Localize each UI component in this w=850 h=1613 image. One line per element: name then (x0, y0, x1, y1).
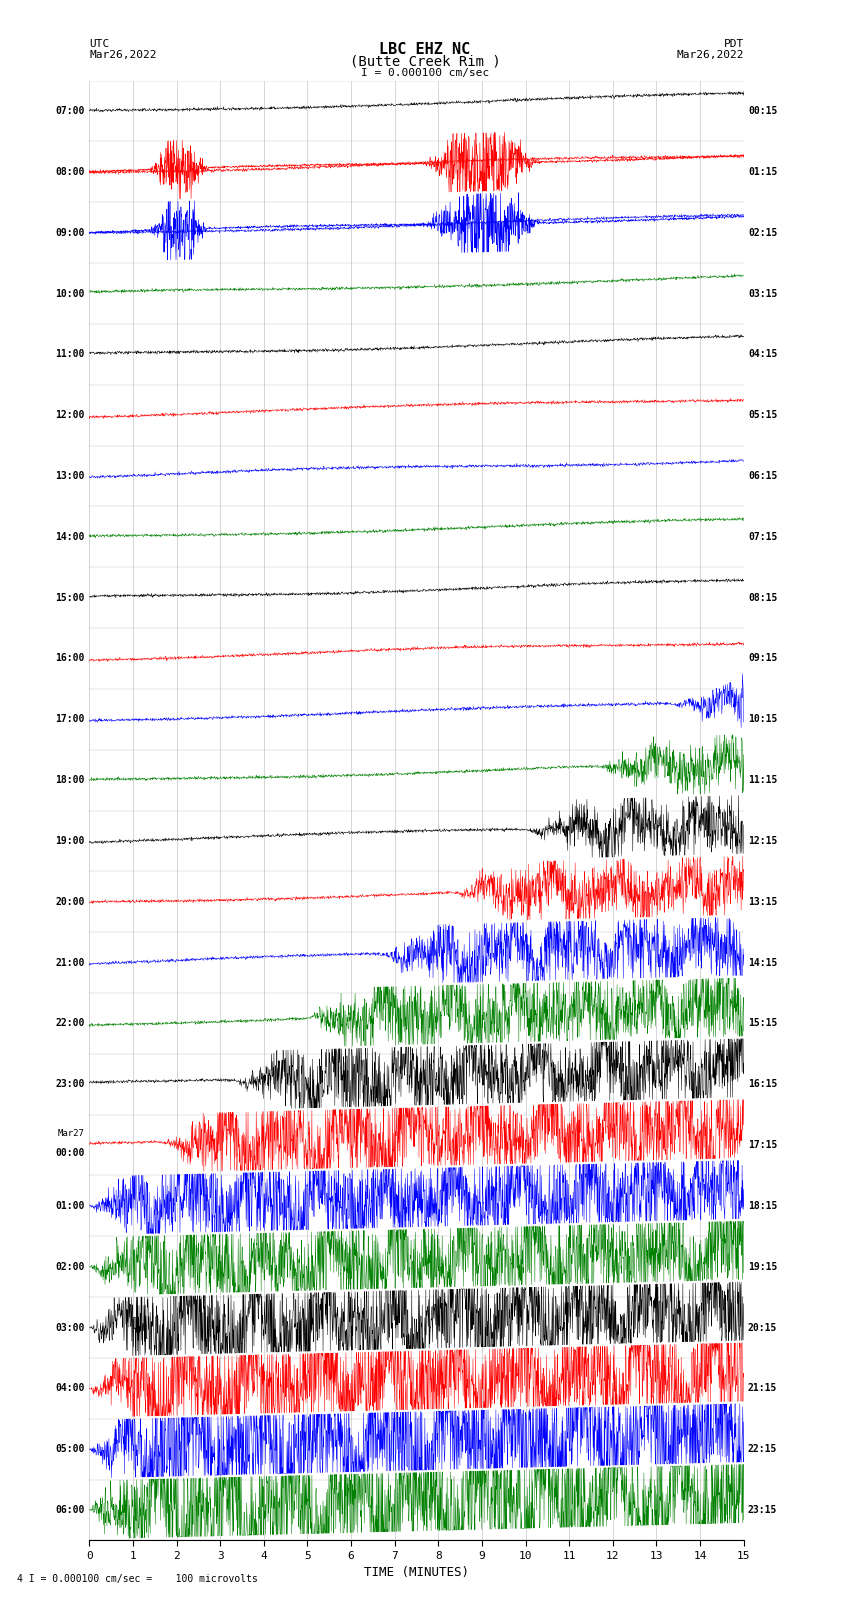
Text: 12:00: 12:00 (55, 410, 85, 419)
Text: UTC: UTC (89, 39, 110, 48)
Text: 16:00: 16:00 (55, 653, 85, 663)
Text: 21:00: 21:00 (55, 958, 85, 968)
Text: 07:15: 07:15 (748, 532, 778, 542)
Text: 03:15: 03:15 (748, 289, 778, 298)
Text: I = 0.000100 cm/sec: I = 0.000100 cm/sec (361, 68, 489, 77)
Text: 19:15: 19:15 (748, 1261, 778, 1271)
Text: 18:15: 18:15 (748, 1202, 778, 1211)
Text: PDT: PDT (723, 39, 744, 48)
Text: 06:15: 06:15 (748, 471, 778, 481)
Text: 09:00: 09:00 (55, 227, 85, 237)
Text: 23:00: 23:00 (55, 1079, 85, 1089)
Text: 10:00: 10:00 (55, 289, 85, 298)
Text: 00:15: 00:15 (748, 106, 778, 116)
Text: 04:00: 04:00 (55, 1384, 85, 1394)
Text: 10:15: 10:15 (748, 715, 778, 724)
Text: 20:15: 20:15 (748, 1323, 778, 1332)
Text: 08:15: 08:15 (748, 592, 778, 603)
Text: (Butte Creek Rim ): (Butte Creek Rim ) (349, 55, 501, 69)
Text: 16:15: 16:15 (748, 1079, 778, 1089)
Text: Mar26,2022: Mar26,2022 (677, 50, 744, 60)
Text: 00:00: 00:00 (55, 1148, 85, 1158)
Text: 08:00: 08:00 (55, 166, 85, 177)
Text: 05:00: 05:00 (55, 1444, 85, 1455)
Text: 15:15: 15:15 (748, 1018, 778, 1029)
Text: 23:15: 23:15 (748, 1505, 778, 1515)
Text: 14:00: 14:00 (55, 532, 85, 542)
Text: 18:00: 18:00 (55, 776, 85, 786)
Text: 19:00: 19:00 (55, 836, 85, 845)
Text: 07:00: 07:00 (55, 106, 85, 116)
Text: Mar26,2022: Mar26,2022 (89, 50, 156, 60)
Text: 13:00: 13:00 (55, 471, 85, 481)
Text: 04:15: 04:15 (748, 350, 778, 360)
Text: 4 I = 0.000100 cm/sec =    100 microvolts: 4 I = 0.000100 cm/sec = 100 microvolts (17, 1574, 258, 1584)
Text: 13:15: 13:15 (748, 897, 778, 907)
Text: 05:15: 05:15 (748, 410, 778, 419)
Text: 14:15: 14:15 (748, 958, 778, 968)
Text: 02:00: 02:00 (55, 1261, 85, 1271)
Text: 02:15: 02:15 (748, 227, 778, 237)
Text: 21:15: 21:15 (748, 1384, 778, 1394)
Text: LBC EHZ NC: LBC EHZ NC (379, 42, 471, 56)
X-axis label: TIME (MINUTES): TIME (MINUTES) (364, 1566, 469, 1579)
Text: 01:15: 01:15 (748, 166, 778, 177)
Text: 01:00: 01:00 (55, 1202, 85, 1211)
Text: 11:15: 11:15 (748, 776, 778, 786)
Text: 03:00: 03:00 (55, 1323, 85, 1332)
Text: 09:15: 09:15 (748, 653, 778, 663)
Text: 22:00: 22:00 (55, 1018, 85, 1029)
Text: 06:00: 06:00 (55, 1505, 85, 1515)
Text: Mar27: Mar27 (58, 1129, 85, 1139)
Text: 17:15: 17:15 (748, 1140, 778, 1150)
Text: 22:15: 22:15 (748, 1444, 778, 1455)
Text: 11:00: 11:00 (55, 350, 85, 360)
Text: 12:15: 12:15 (748, 836, 778, 845)
Text: 17:00: 17:00 (55, 715, 85, 724)
Text: 15:00: 15:00 (55, 592, 85, 603)
Text: 20:00: 20:00 (55, 897, 85, 907)
